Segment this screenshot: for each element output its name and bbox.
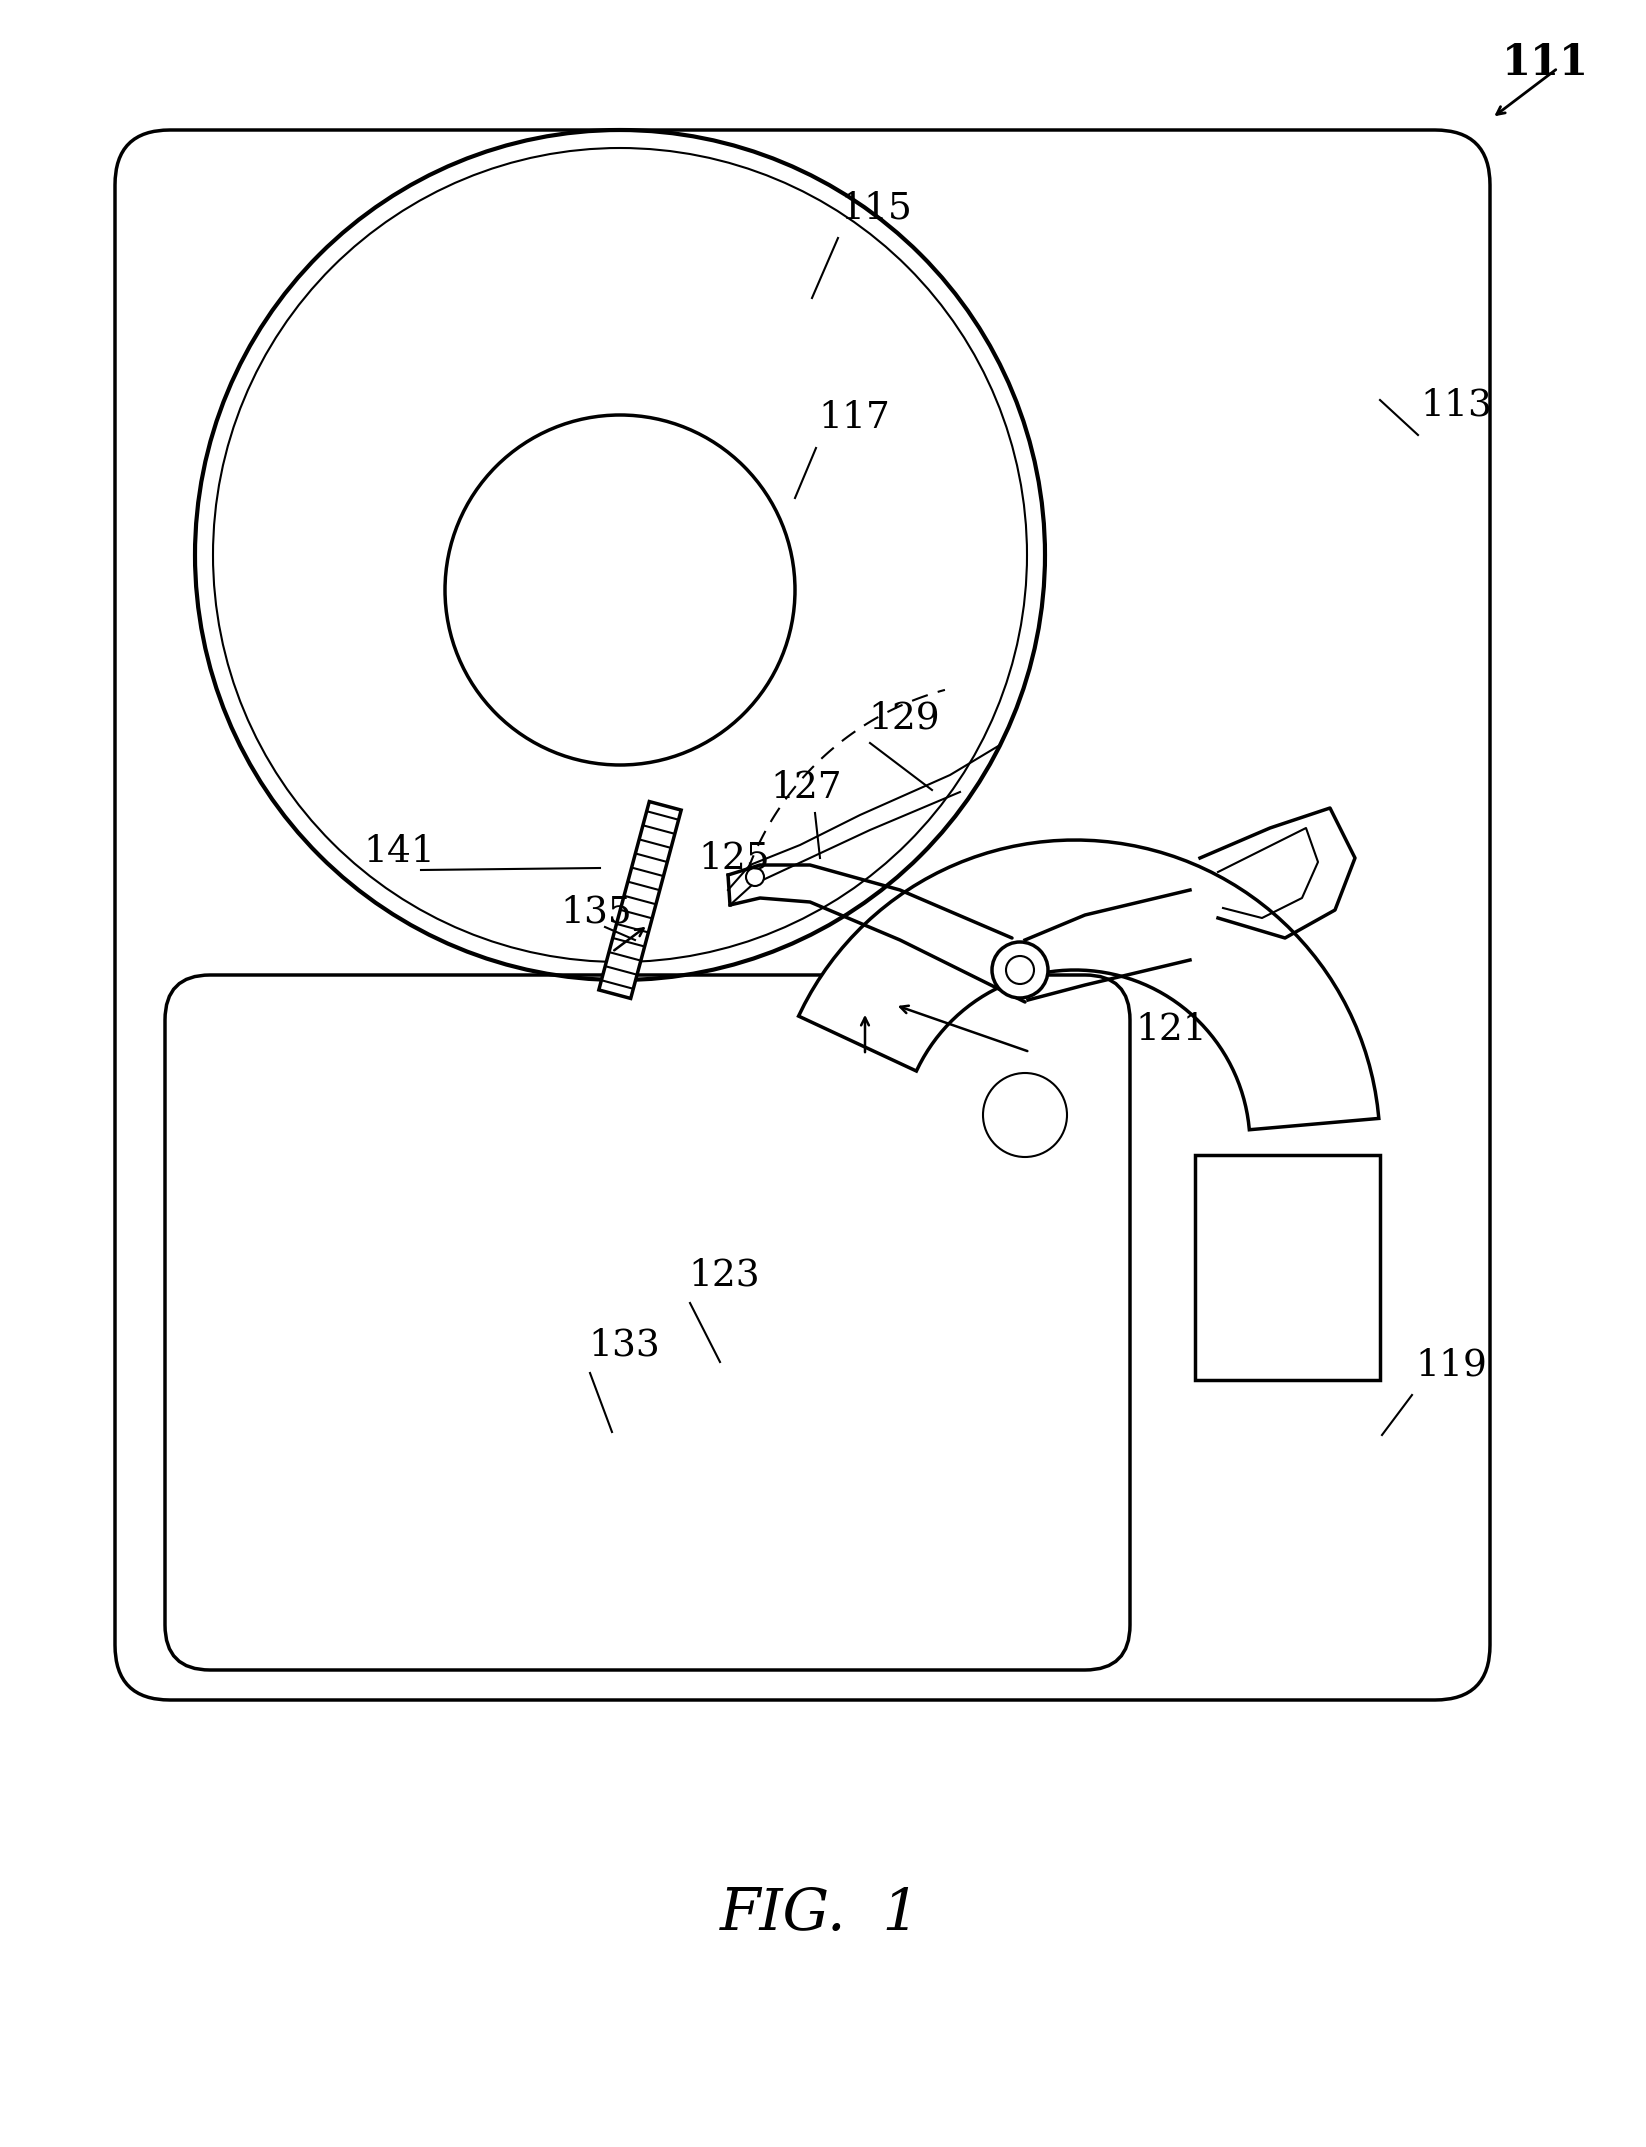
Text: 127: 127 [770, 771, 841, 805]
Text: 115: 115 [839, 189, 912, 225]
FancyBboxPatch shape [115, 131, 1490, 1700]
Polygon shape [798, 839, 1379, 1129]
Text: 133: 133 [588, 1327, 660, 1363]
Bar [1195, 1155, 1379, 1381]
Text: 129: 129 [867, 700, 940, 736]
Text: 121: 121 [1136, 1011, 1207, 1048]
Text: 123: 123 [688, 1256, 759, 1292]
Circle shape [993, 943, 1049, 998]
FancyBboxPatch shape [165, 975, 1131, 1670]
Text: 141: 141 [364, 833, 435, 870]
Bar [599, 801, 681, 998]
Text: 125: 125 [698, 839, 770, 876]
Text: 117: 117 [818, 399, 890, 436]
Text: 111: 111 [1503, 43, 1588, 84]
Circle shape [983, 1074, 1067, 1157]
Circle shape [746, 867, 764, 887]
Text: 113: 113 [1420, 386, 1491, 423]
Circle shape [1006, 955, 1034, 983]
Text: 119: 119 [1416, 1346, 1486, 1383]
Text: FIG.  1: FIG. 1 [719, 1885, 920, 1943]
Text: 135: 135 [560, 893, 632, 930]
Circle shape [444, 414, 795, 764]
